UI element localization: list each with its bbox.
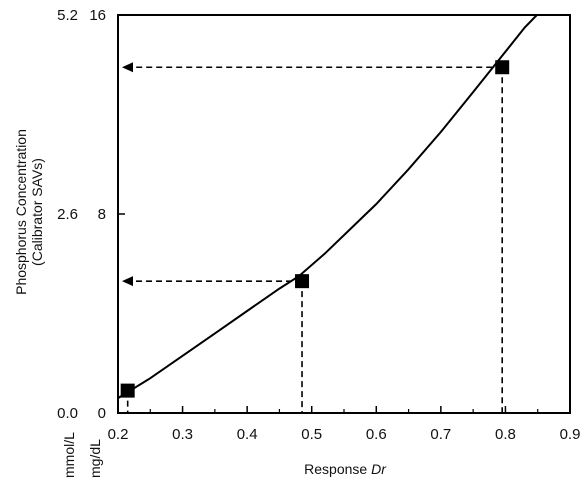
y-tick-label-mmol: 5.2 <box>57 7 78 24</box>
x-tick-label: 0.7 <box>430 426 451 443</box>
arrow-head <box>122 62 133 73</box>
data-points <box>120 60 510 398</box>
y-axis-title-line1: Phosphorus Concentration <box>13 129 29 295</box>
data-point-marker <box>120 383 135 398</box>
y-axis-title: Phosphorus Concentration (Calibrator SAV… <box>13 129 45 295</box>
x-tick-label: 0.8 <box>495 426 516 443</box>
y-tick-label-mgdl: 8 <box>98 206 106 223</box>
y-tick-label-mmol: 2.6 <box>57 206 78 223</box>
y-tick-label-mgdl: 16 <box>89 7 106 24</box>
x-axis-title: Response Dr <box>304 461 387 477</box>
y-tick-label-mmol: 0.0 <box>57 405 78 422</box>
data-point-marker <box>495 60 510 75</box>
x-tick-label: 0.5 <box>301 426 322 443</box>
arrow-head <box>122 276 133 287</box>
dashed-guides <box>122 62 504 413</box>
x-tick-label: 0.6 <box>366 426 387 443</box>
x-unit-mgdl: mg/dL <box>87 439 103 478</box>
x-tick-label: 0.9 <box>560 426 581 443</box>
x-unit-mmol: mmol/L <box>61 432 77 478</box>
x-axis-title-prefix: Response <box>304 461 371 477</box>
y-axis-title-line2: (Calibrator SAVs) <box>29 158 45 266</box>
x-axis-title-variable: Dr <box>371 461 387 477</box>
data-point-marker <box>295 274 310 289</box>
x-tick-label: 0.4 <box>237 426 258 443</box>
y-tick-label-mgdl: 0 <box>98 405 106 422</box>
x-tick-label: 0.2 <box>108 426 129 443</box>
axis-ticks: 0.2 0.3 0.4 0.5 0.6 0.7 0.8 0.9 0 0.0 8 2.6 16 5.2 <box>57 7 580 443</box>
x-tick-label: 0.3 <box>172 426 193 443</box>
calibration-curve <box>117 14 538 399</box>
